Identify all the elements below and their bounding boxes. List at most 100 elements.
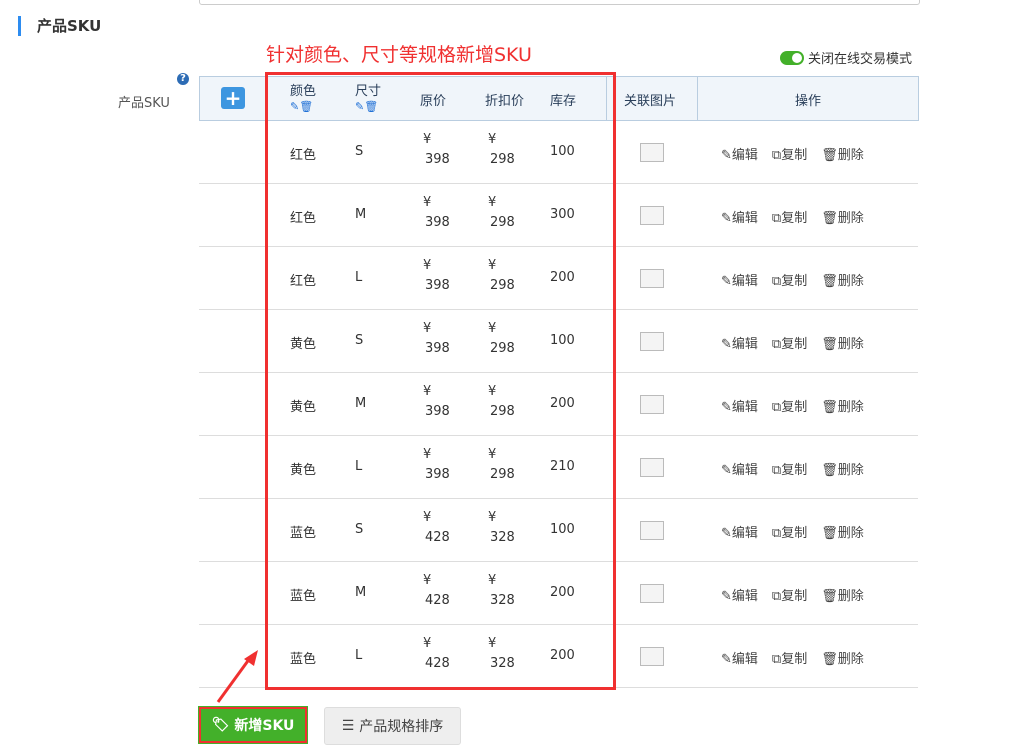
- online-trade-toggle[interactable]: 关闭在线交易模式: [780, 48, 912, 67]
- edit-label: 编辑: [731, 337, 758, 352]
- cell-size: S: [355, 522, 364, 537]
- edit-button[interactable]: ✎编辑: [721, 400, 758, 415]
- edit-icon[interactable]: ✎: [355, 100, 365, 113]
- copy-button[interactable]: ⧉复制: [771, 463, 808, 478]
- cell-stock: 100: [550, 333, 575, 348]
- edit-button[interactable]: ✎编辑: [721, 337, 758, 352]
- header-ops: 操作: [795, 94, 822, 109]
- price-value: 428: [425, 593, 450, 608]
- highlight-box: [265, 72, 616, 690]
- currency: ¥: [423, 321, 432, 336]
- table-row: 黄色 L ¥398 ¥298 210 ✎编辑 ⧉复制 🗑删除: [199, 435, 918, 499]
- add-sku-button[interactable]: 🏷 新增SKU: [199, 707, 307, 743]
- edit-button[interactable]: ✎编辑: [721, 589, 758, 604]
- delete-button[interactable]: 🗑删除: [821, 589, 864, 604]
- section-title: 产品SKU: [18, 16, 101, 36]
- cell-price: ¥398: [423, 130, 450, 170]
- copy-button[interactable]: ⧉复制: [771, 148, 808, 163]
- delete-button[interactable]: 🗑删除: [821, 148, 864, 163]
- copy-button[interactable]: ⧉复制: [771, 589, 808, 604]
- delete-button[interactable]: 🗑删除: [821, 400, 864, 415]
- cell-size: M: [355, 396, 367, 411]
- cell-price: ¥398: [423, 319, 450, 359]
- delete-button[interactable]: 🗑删除: [821, 211, 864, 226]
- cell-stock: 200: [550, 396, 575, 411]
- cell-color: 红色: [290, 274, 317, 289]
- copy-label: 复制: [781, 148, 808, 163]
- copy-button[interactable]: ⧉复制: [771, 400, 808, 415]
- image-placeholder-icon[interactable]: [640, 647, 664, 666]
- currency: ¥: [488, 384, 497, 399]
- discount-value: 328: [490, 656, 515, 671]
- header-stock: 库存: [550, 94, 577, 109]
- currency: ¥: [488, 636, 497, 651]
- arrow-annotation: [216, 650, 258, 703]
- copy-button[interactable]: ⧉复制: [771, 526, 808, 541]
- cell-discount: ¥298: [488, 382, 515, 422]
- currency: ¥: [423, 510, 432, 525]
- cell-color: 红色: [290, 211, 317, 226]
- copy-button[interactable]: ⧉复制: [771, 274, 808, 289]
- sort-spec-button[interactable]: ☰ 产品规格排序: [324, 707, 461, 745]
- edit-button[interactable]: ✎编辑: [721, 148, 758, 163]
- trash-icon[interactable]: 🗑: [364, 100, 379, 113]
- discount-value: 328: [490, 593, 515, 608]
- cell-price: ¥398: [423, 256, 450, 296]
- currency: ¥: [488, 195, 497, 210]
- cell-size: S: [355, 333, 364, 348]
- discount-value: 298: [490, 215, 515, 230]
- discount-value: 298: [490, 278, 515, 293]
- sort-label: 产品规格排序: [359, 719, 444, 735]
- delete-button[interactable]: 🗑删除: [821, 526, 864, 541]
- delete-button[interactable]: 🗑删除: [821, 463, 864, 478]
- edit-button[interactable]: ✎编辑: [721, 526, 758, 541]
- add-spec-button[interactable]: +: [221, 87, 245, 109]
- delete-label: 删除: [837, 652, 864, 667]
- tag-icon: 🏷: [211, 717, 230, 733]
- header-discount: 折扣价: [485, 94, 525, 109]
- trash-icon[interactable]: 🗑: [299, 100, 314, 113]
- edit-button[interactable]: ✎编辑: [721, 274, 758, 289]
- cell-discount: ¥298: [488, 193, 515, 233]
- cell-color: 蓝色: [290, 589, 317, 604]
- discount-value: 298: [490, 404, 515, 419]
- copy-label: 复制: [781, 337, 808, 352]
- header-color-label: 颜色: [290, 84, 317, 99]
- edit-label: 编辑: [731, 400, 758, 415]
- copy-button[interactable]: ⧉复制: [771, 211, 808, 226]
- image-placeholder-icon[interactable]: [640, 269, 664, 288]
- cell-discount: ¥298: [488, 130, 515, 170]
- cell-size: L: [355, 270, 363, 285]
- delete-button[interactable]: 🗑删除: [821, 337, 864, 352]
- image-placeholder-icon[interactable]: [640, 206, 664, 225]
- image-placeholder-icon[interactable]: [640, 332, 664, 351]
- image-placeholder-icon[interactable]: [640, 584, 664, 603]
- currency: ¥: [423, 573, 432, 588]
- edit-button[interactable]: ✎编辑: [721, 211, 758, 226]
- edit-icon[interactable]: ✎: [290, 100, 300, 113]
- copy-button[interactable]: ⧉复制: [771, 652, 808, 667]
- copy-label: 复制: [781, 652, 808, 667]
- cell-price: ¥428: [423, 634, 450, 674]
- delete-label: 删除: [837, 148, 864, 163]
- toggle-switch[interactable]: [780, 50, 804, 65]
- cell-discount: ¥298: [488, 445, 515, 485]
- currency: ¥: [488, 321, 497, 336]
- image-placeholder-icon[interactable]: [640, 395, 664, 414]
- copy-button[interactable]: ⧉复制: [771, 337, 808, 352]
- cell-stock: 300: [550, 207, 575, 222]
- cell-size: S: [355, 144, 364, 159]
- edit-button[interactable]: ✎编辑: [721, 463, 758, 478]
- table-row: 蓝色 M ¥428 ¥328 200 ✎编辑 ⧉复制 🗑删除: [199, 561, 918, 625]
- currency: ¥: [488, 258, 497, 273]
- delete-button[interactable]: 🗑删除: [821, 274, 864, 289]
- help-icon[interactable]: ?: [177, 73, 189, 85]
- delete-button[interactable]: 🗑删除: [821, 652, 864, 667]
- currency: ¥: [423, 384, 432, 399]
- image-placeholder-icon[interactable]: [640, 458, 664, 477]
- image-placeholder-icon[interactable]: [640, 143, 664, 162]
- table-row: 黄色 M ¥398 ¥298 200 ✎编辑 ⧉复制 🗑删除: [199, 372, 918, 436]
- image-placeholder-icon[interactable]: [640, 521, 664, 540]
- edit-button[interactable]: ✎编辑: [721, 652, 758, 667]
- cell-stock: 200: [550, 585, 575, 600]
